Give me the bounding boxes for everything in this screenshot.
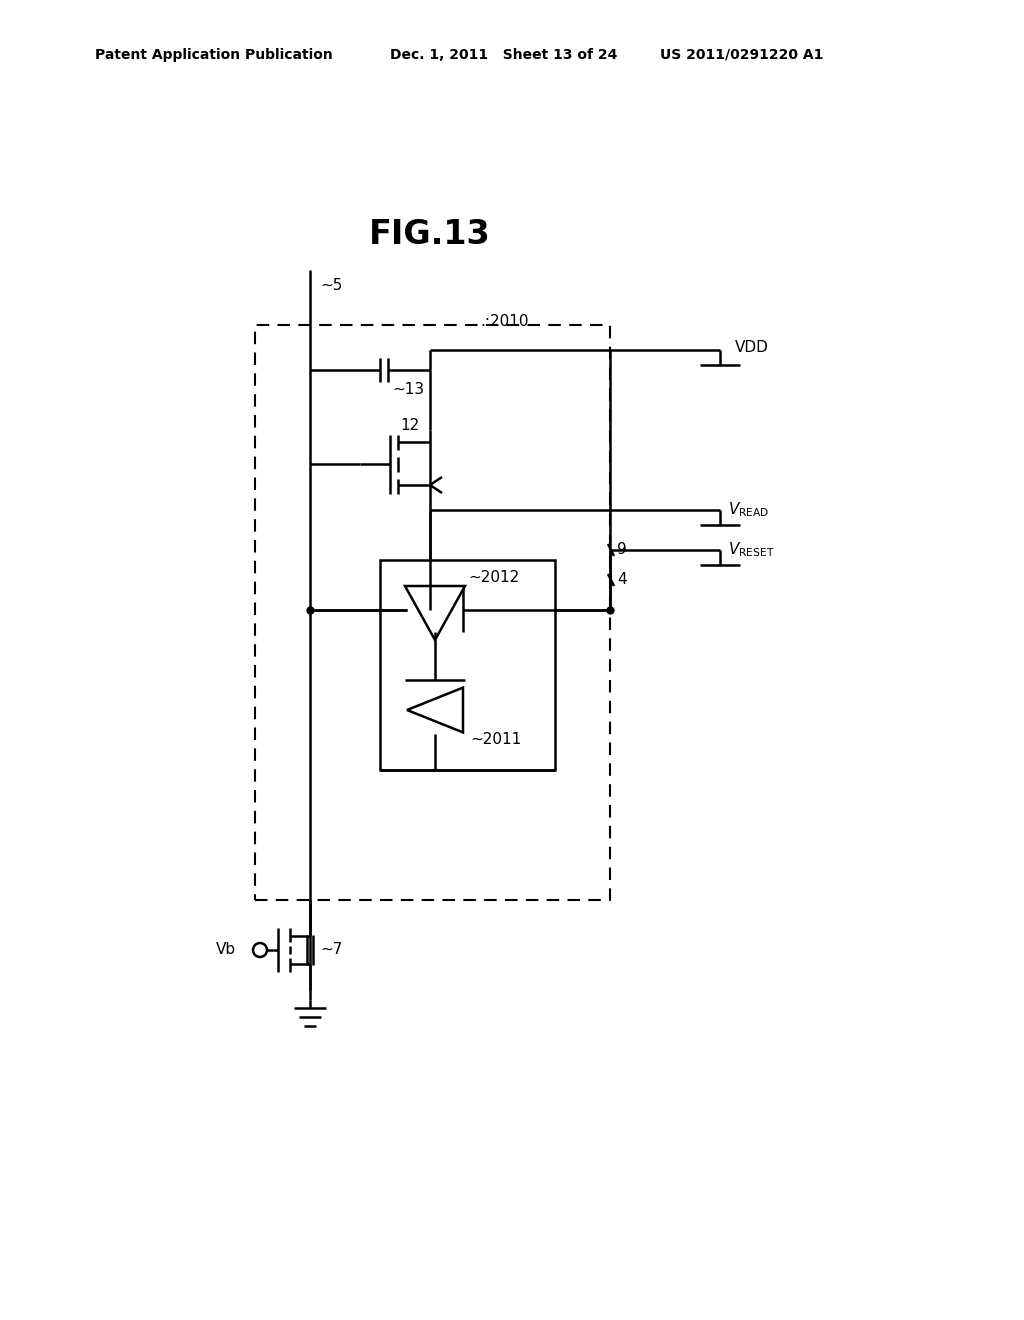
Bar bbox=[255, 325, 610, 900]
Text: ~5: ~5 bbox=[319, 277, 342, 293]
Text: Dec. 1, 2011   Sheet 13 of 24: Dec. 1, 2011 Sheet 13 of 24 bbox=[390, 48, 617, 62]
Text: .:2010: .:2010 bbox=[480, 314, 528, 330]
Text: VDD: VDD bbox=[735, 341, 769, 355]
Text: 4: 4 bbox=[617, 573, 627, 587]
Bar bbox=[380, 560, 555, 770]
Text: ~7: ~7 bbox=[319, 942, 342, 957]
Text: Patent Application Publication: Patent Application Publication bbox=[95, 48, 333, 62]
Text: 12: 12 bbox=[400, 417, 419, 433]
Text: FIG.13: FIG.13 bbox=[369, 219, 490, 252]
Text: $V_{\rm READ}$: $V_{\rm READ}$ bbox=[728, 500, 769, 519]
Text: $V_{\rm RESET}$: $V_{\rm RESET}$ bbox=[728, 541, 774, 560]
Text: ~2011: ~2011 bbox=[470, 733, 521, 747]
Text: ~2012: ~2012 bbox=[468, 569, 519, 585]
Text: US 2011/0291220 A1: US 2011/0291220 A1 bbox=[660, 48, 823, 62]
Text: Vb: Vb bbox=[216, 942, 236, 957]
Text: ~13: ~13 bbox=[392, 383, 424, 397]
Text: 9: 9 bbox=[617, 543, 627, 557]
